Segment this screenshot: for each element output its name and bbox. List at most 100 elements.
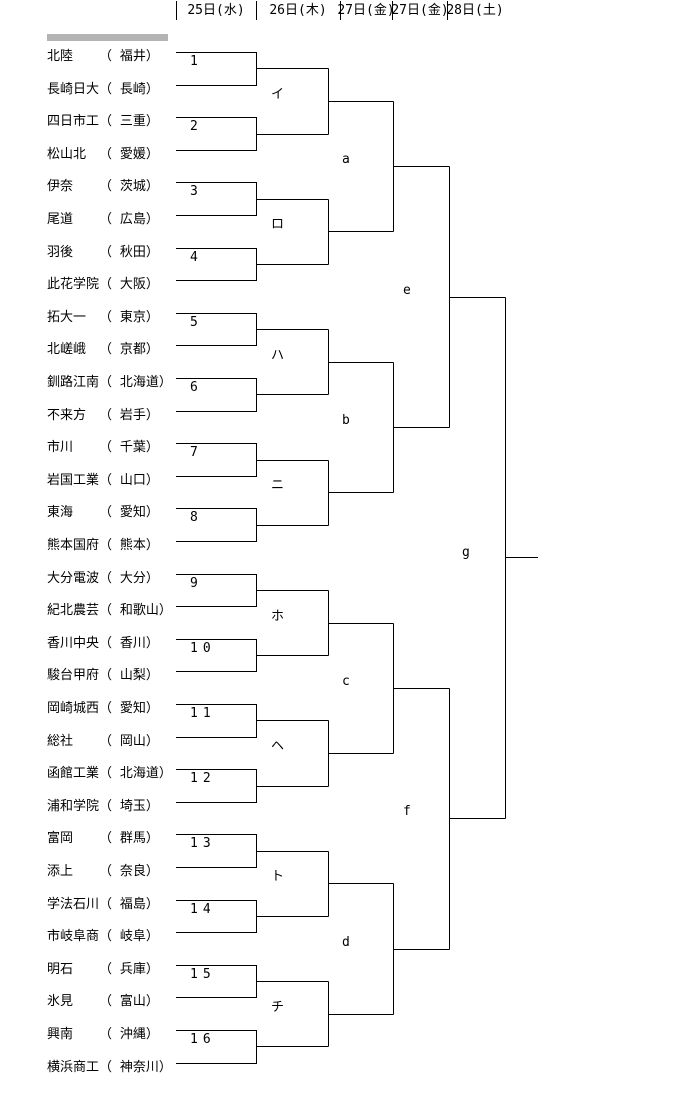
team-prefecture: （ 北海道） xyxy=(99,375,172,390)
round2-label: ホ xyxy=(271,609,285,624)
date-round2: 26日(木) xyxy=(269,3,327,18)
team-name: 横浜商工 xyxy=(47,1060,100,1075)
team-label: 尾道 （ 広島） xyxy=(47,212,159,228)
team-name: 羽後 xyxy=(47,245,74,260)
team-prefecture: （ 愛知） xyxy=(99,701,159,716)
team-name: 学法石川 xyxy=(47,897,100,912)
team-name: 明石 xyxy=(47,962,74,977)
team-name: 松山北 xyxy=(47,147,87,162)
round3-label: a xyxy=(342,152,350,167)
round1-connectors xyxy=(176,52,329,1064)
date-round1: 25日(水) xyxy=(187,3,245,18)
team-prefecture: （ 大阪） xyxy=(99,277,159,292)
team-label: 興南 （ 沖縄） xyxy=(47,1027,159,1043)
match-number: 14 xyxy=(190,902,216,917)
team-prefecture: （ 和歌山） xyxy=(99,603,172,618)
team-label: 明石 （ 兵庫） xyxy=(47,962,159,978)
team-label: 伊奈 （ 茨城） xyxy=(47,179,159,195)
match-number: 15 xyxy=(190,967,216,982)
team-prefecture: （ 千葉） xyxy=(99,440,159,455)
round3-label: d xyxy=(342,935,350,950)
team-prefecture: （ 山口） xyxy=(99,473,159,488)
team-name: 香川中央 xyxy=(47,636,100,651)
team-prefecture: （ 沖縄） xyxy=(99,1027,159,1042)
round2-connectors xyxy=(328,68,394,1047)
match-number: 5 xyxy=(190,315,203,330)
team-name: 富岡 xyxy=(47,831,74,846)
team-label: 熊本国府（ 熊本） xyxy=(47,538,159,554)
team-name: 北嵯峨 xyxy=(47,342,87,357)
team-prefecture: （ 群馬） xyxy=(99,831,159,846)
team-prefecture: （ 愛媛） xyxy=(99,147,159,162)
round3-label: b xyxy=(342,413,350,428)
team-prefecture: （ 福井） xyxy=(99,49,159,64)
round4-connectors xyxy=(449,166,506,950)
team-name: 駿台甲府 xyxy=(47,668,100,683)
team-name: 岩国工業 xyxy=(47,473,100,488)
date-round3: 27日(金) xyxy=(337,3,395,18)
team-prefecture: （ 岡山） xyxy=(99,734,159,749)
team-label: 横浜商工（ 神奈川） xyxy=(47,1060,172,1076)
final-connector xyxy=(505,297,538,819)
team-name: 四日市工 xyxy=(47,114,100,129)
team-label: 香川中央（ 香川） xyxy=(47,636,159,652)
team-prefecture: （ 岐阜） xyxy=(99,929,159,944)
date-final: 28日(土) xyxy=(446,3,504,18)
team-name: 東海 xyxy=(47,505,74,520)
team-prefecture: （ 広島） xyxy=(99,212,159,227)
match-number: 11 xyxy=(190,706,216,721)
team-label: 不来方 （ 岩手） xyxy=(47,408,159,424)
team-name: 市岐阜商 xyxy=(47,929,100,944)
date-separator xyxy=(447,1,448,20)
team-name: 添上 xyxy=(47,864,74,879)
team-name: 北陸 xyxy=(47,49,74,64)
team-name: 伊奈 xyxy=(47,179,74,194)
date-round4: 27日(金) xyxy=(391,3,449,18)
team-name: 市川 xyxy=(47,440,74,455)
team-name: 紀北農芸 xyxy=(47,603,100,618)
team-label: 北嵯峨 （ 京都） xyxy=(47,342,159,358)
team-name: 長崎日大 xyxy=(47,82,100,97)
date-separator xyxy=(256,1,257,20)
round2-label: ニ xyxy=(271,478,285,493)
team-label: 学法石川（ 福島） xyxy=(47,897,159,913)
match-number: 4 xyxy=(190,250,203,265)
final-label: g xyxy=(462,545,470,560)
round4-label: e xyxy=(403,283,411,298)
match-number: 7 xyxy=(190,445,203,460)
team-label: 大分電波（ 大分） xyxy=(47,571,159,587)
team-name: 氷見 xyxy=(47,994,74,1009)
team-prefecture: （ 秋田） xyxy=(99,245,159,260)
team-prefecture: （ 愛知） xyxy=(99,505,159,520)
round2-label: イ xyxy=(271,87,285,102)
team-prefecture: （ 兵庫） xyxy=(99,962,159,977)
team-name: 拓大一 xyxy=(47,310,87,325)
team-prefecture: （ 山梨） xyxy=(99,668,159,683)
team-label: 拓大一 （ 東京） xyxy=(47,310,159,326)
team-name: 尾道 xyxy=(47,212,74,227)
date-separator xyxy=(392,1,393,20)
round2-label: チ xyxy=(271,1000,285,1015)
team-label: 総社 （ 岡山） xyxy=(47,734,159,750)
match-number: 12 xyxy=(190,771,216,786)
team-prefecture: （ 奈良） xyxy=(99,864,159,879)
team-name: 熊本国府 xyxy=(47,538,100,553)
team-label: 岩国工業（ 山口） xyxy=(47,473,159,489)
team-label: 東海 （ 愛知） xyxy=(47,505,159,521)
team-prefecture: （ 長崎） xyxy=(99,82,159,97)
round3-label: c xyxy=(342,674,350,689)
team-name: 浦和学院 xyxy=(47,799,100,814)
team-name: 此花学院 xyxy=(47,277,100,292)
team-label: 松山北 （ 愛媛） xyxy=(47,147,159,163)
team-prefecture: （ 岩手） xyxy=(99,408,159,423)
team-label: 北陸 （ 福井） xyxy=(47,49,159,65)
match-number: 8 xyxy=(190,510,203,525)
team-name: 不来方 xyxy=(47,408,87,423)
team-label: 富岡 （ 群馬） xyxy=(47,831,159,847)
team-prefecture: （ 熊本） xyxy=(99,538,159,553)
round2-label: ヘ xyxy=(271,739,285,754)
team-label: 紀北農芸（ 和歌山） xyxy=(47,603,172,619)
team-label: 添上 （ 奈良） xyxy=(47,864,159,880)
team-label: 長崎日大（ 長崎） xyxy=(47,82,159,98)
